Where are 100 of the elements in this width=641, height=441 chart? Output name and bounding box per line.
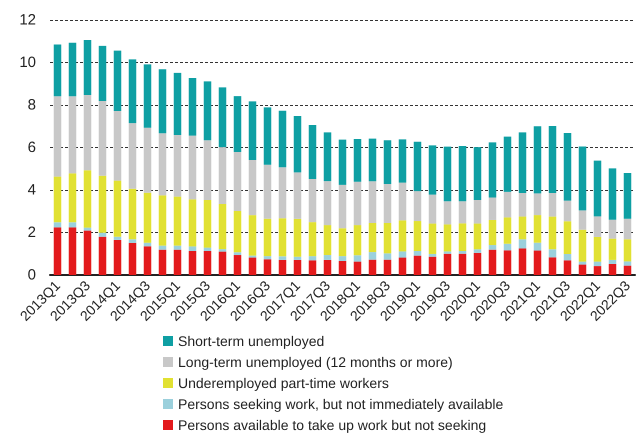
bar [474,252,482,275]
bar [578,146,586,210]
bar [264,256,272,260]
bar [294,172,302,219]
bar [174,72,182,135]
bar [564,260,572,275]
bar [174,134,182,197]
bar [564,133,572,201]
bar [594,216,602,237]
bar [398,139,406,183]
bar [128,123,136,189]
bar [368,138,376,182]
bar [608,264,616,275]
bar [218,249,226,252]
bar [338,256,346,261]
bar [128,188,136,240]
bar [84,230,92,275]
bar [354,225,362,256]
bar [174,246,182,250]
bar [534,126,542,194]
legend-label: Persons seeking work, but not immediately available [178,396,504,412]
bar [474,224,482,250]
bar [158,133,166,196]
bar [444,251,452,254]
bar [578,210,586,230]
bar [354,255,362,262]
bar [98,232,106,237]
bar [114,180,122,237]
bar [518,216,526,240]
bar [234,96,242,152]
bar [248,160,256,216]
bar [384,253,392,260]
bar [624,239,632,262]
bar [68,173,76,222]
bar [54,96,62,177]
bar [204,248,212,251]
bar [534,242,542,251]
bar [458,223,466,251]
bar [68,42,76,96]
bar [428,256,436,275]
bar [174,196,182,246]
bar [594,266,602,275]
bar [308,260,316,275]
bar [414,250,422,256]
bar [458,146,466,202]
bar [488,142,496,198]
bar [624,261,632,266]
bar [158,195,166,246]
bar [144,246,152,275]
bar [98,46,106,101]
bar [234,252,242,256]
bar [398,182,406,220]
bar [218,204,226,250]
bar [188,250,196,275]
bar [248,215,256,256]
bar [368,252,376,260]
bar [234,152,242,212]
bar [428,224,436,254]
bar [54,176,62,222]
bar [534,215,542,243]
bar [488,197,496,220]
bar [398,251,406,258]
bar [578,262,586,265]
bar [444,146,452,202]
bar [278,260,286,275]
bar [474,249,482,253]
bar [308,256,316,260]
bar [218,147,226,204]
bar [564,221,572,254]
bar [414,191,422,222]
bar [548,216,556,250]
bar [234,255,242,275]
bar [324,181,332,226]
bar [474,147,482,200]
bar [504,244,512,250]
bar [144,242,152,246]
bar [278,167,286,218]
bar [68,96,76,174]
bar [114,110,122,181]
bar [98,236,106,275]
bar [114,240,122,275]
bar [398,220,406,252]
bar [84,40,92,96]
bar [338,140,346,185]
bar [458,254,466,275]
y-tick-label: 2 [28,224,36,241]
bar [54,227,62,275]
bar [488,250,496,275]
bar [204,81,212,140]
bar [368,222,376,252]
bar [414,142,422,192]
bar [188,78,196,136]
bar [444,254,452,275]
bar [248,258,256,275]
bar [384,222,392,254]
bar [68,222,76,228]
bar [308,178,316,222]
bar [518,132,526,193]
bar [578,230,586,262]
bar [518,248,526,275]
